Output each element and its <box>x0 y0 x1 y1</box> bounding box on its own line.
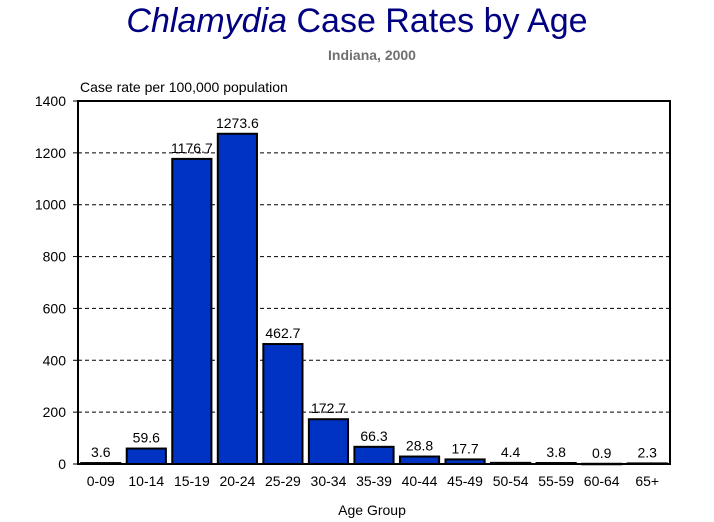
data-label: 2.3 <box>637 444 657 460</box>
y-axis-label: Case rate per 100,000 population <box>80 79 288 95</box>
data-label: 3.8 <box>546 444 566 460</box>
x-tick-label: 10-14 <box>128 473 164 489</box>
bar-25-29 <box>262 343 304 465</box>
x-tick-label: 0-09 <box>87 473 115 489</box>
bar-20-24 <box>216 132 258 465</box>
y-tick-label: 1400 <box>35 93 66 109</box>
y-tick-label: 1200 <box>35 145 66 161</box>
bar-15-19 <box>171 157 213 465</box>
plot-frame <box>77 100 671 465</box>
data-label: 172.7 <box>311 400 346 416</box>
data-label: 17.7 <box>451 440 478 456</box>
chart-subtitle: Indiana, 2000 <box>328 47 416 63</box>
x-axis-label: Age Group <box>338 502 406 518</box>
title-italic: Chlamydia <box>126 2 288 40</box>
y-tick-label: 400 <box>43 352 67 368</box>
data-label: 1176.7 <box>171 140 213 156</box>
data-label: 59.6 <box>133 430 160 446</box>
x-tick-label: 30-34 <box>311 473 347 489</box>
y-tick-label: 1000 <box>35 197 66 213</box>
x-tick-label: 45-49 <box>447 473 483 489</box>
x-tick-label: 35-39 <box>356 473 392 489</box>
x-tick-label: 55-59 <box>538 473 574 489</box>
data-label: 3.6 <box>91 444 111 460</box>
y-tick-label: 800 <box>43 249 67 265</box>
x-tick-label: 15-19 <box>174 473 210 489</box>
bar-35-39 <box>353 445 395 465</box>
x-tick-label: 65+ <box>635 473 659 489</box>
y-tick-label: 200 <box>43 404 67 420</box>
x-tick-label: 50-54 <box>493 473 529 489</box>
data-label: 66.3 <box>360 428 387 444</box>
x-tick-label: 60-64 <box>584 473 620 489</box>
y-tick-label: 0 <box>58 456 66 472</box>
title-rest: Case Rates by Age <box>287 2 588 40</box>
x-tick-label: 40-44 <box>402 473 438 489</box>
bar-30-34 <box>307 418 350 465</box>
x-tick-label: 25-29 <box>265 473 301 489</box>
data-label: 28.8 <box>406 438 433 454</box>
x-tick-label: 20-24 <box>219 473 255 489</box>
data-label: 0.9 <box>592 445 612 461</box>
bar-40-44 <box>398 455 441 465</box>
bar-10-14 <box>125 447 167 465</box>
data-label: 1273.6 <box>216 115 259 131</box>
y-tick-label: 600 <box>43 300 67 316</box>
data-label: 462.7 <box>265 325 300 341</box>
data-label: 4.4 <box>501 444 521 460</box>
chart-title: Chlamydia Case Rates by Age <box>0 2 714 41</box>
